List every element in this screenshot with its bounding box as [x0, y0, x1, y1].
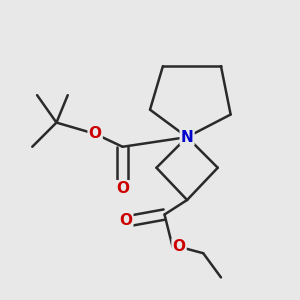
- Text: O: O: [89, 126, 102, 141]
- Text: O: O: [119, 214, 132, 229]
- Text: N: N: [181, 130, 194, 145]
- Text: O: O: [116, 181, 129, 196]
- Text: O: O: [172, 239, 185, 254]
